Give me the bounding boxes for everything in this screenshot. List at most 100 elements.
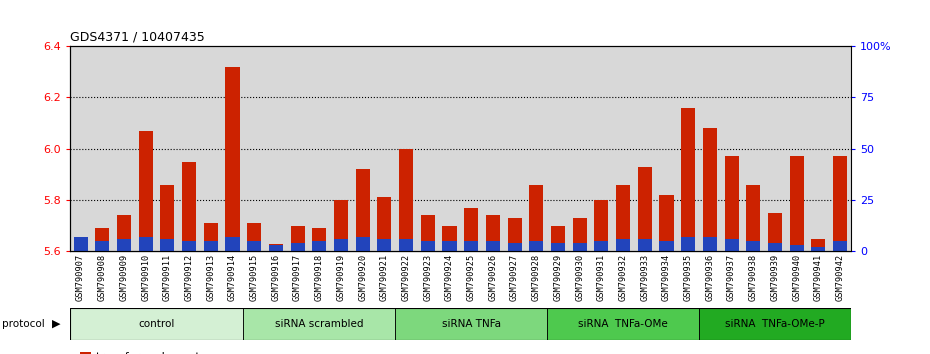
Bar: [659, 241, 673, 251]
Bar: [73, 244, 87, 251]
Text: ▶: ▶: [52, 319, 60, 329]
Bar: [204, 223, 218, 251]
Bar: [790, 245, 804, 251]
Bar: [703, 237, 717, 251]
Bar: [395, 308, 547, 340]
Bar: [443, 241, 457, 251]
Bar: [659, 195, 673, 251]
Text: GSM790936: GSM790936: [705, 254, 714, 301]
Bar: [334, 239, 348, 251]
Bar: [225, 237, 240, 251]
Text: GSM790928: GSM790928: [532, 254, 541, 301]
Bar: [811, 239, 826, 251]
Bar: [551, 225, 565, 251]
Bar: [681, 108, 696, 251]
Text: GSM790920: GSM790920: [358, 254, 367, 301]
Text: GSM790924: GSM790924: [445, 254, 454, 301]
Bar: [355, 169, 370, 251]
Text: GDS4371 / 10407435: GDS4371 / 10407435: [70, 30, 205, 44]
Text: GSM790912: GSM790912: [184, 254, 193, 301]
Bar: [420, 241, 435, 251]
Bar: [244, 308, 395, 340]
Text: GSM790925: GSM790925: [467, 254, 476, 301]
Text: siRNA  TNFa-OMe-P: siRNA TNFa-OMe-P: [725, 319, 825, 329]
Text: GSM790926: GSM790926: [488, 254, 498, 301]
Text: siRNA scrambled: siRNA scrambled: [275, 319, 364, 329]
Bar: [724, 156, 738, 251]
Text: GSM790933: GSM790933: [640, 254, 649, 301]
Text: GSM790940: GSM790940: [792, 254, 802, 301]
Bar: [724, 239, 738, 251]
Text: GSM790931: GSM790931: [597, 254, 606, 301]
Text: GSM790922: GSM790922: [402, 254, 411, 301]
Text: GSM790908: GSM790908: [98, 254, 107, 301]
Text: GSM790939: GSM790939: [770, 254, 779, 301]
Bar: [443, 225, 457, 251]
Bar: [594, 200, 608, 251]
Bar: [160, 239, 175, 251]
Bar: [464, 241, 478, 251]
Text: GSM790907: GSM790907: [76, 254, 86, 301]
Bar: [160, 184, 175, 251]
Bar: [529, 241, 543, 251]
Bar: [247, 223, 261, 251]
Bar: [833, 241, 847, 251]
Text: GSM790916: GSM790916: [272, 254, 281, 301]
Bar: [703, 128, 717, 251]
Text: GSM790938: GSM790938: [749, 254, 758, 301]
Bar: [681, 237, 696, 251]
Bar: [616, 184, 631, 251]
Bar: [355, 237, 370, 251]
Bar: [312, 228, 326, 251]
Bar: [746, 241, 761, 251]
Text: GSM790934: GSM790934: [662, 254, 671, 301]
Bar: [95, 241, 110, 251]
Bar: [290, 243, 305, 251]
Text: GSM790923: GSM790923: [423, 254, 432, 301]
Bar: [464, 208, 478, 251]
Text: control: control: [139, 319, 175, 329]
Bar: [117, 239, 131, 251]
Text: GSM790921: GSM790921: [379, 254, 389, 301]
Text: siRNA  TNFa-OMe: siRNA TNFa-OMe: [578, 319, 668, 329]
Bar: [139, 131, 153, 251]
Bar: [399, 149, 413, 251]
Bar: [312, 241, 326, 251]
Bar: [95, 228, 110, 251]
Text: GSM790919: GSM790919: [337, 254, 346, 301]
Text: GSM790913: GSM790913: [206, 254, 216, 301]
Text: GSM790915: GSM790915: [249, 254, 259, 301]
Bar: [508, 218, 522, 251]
Bar: [182, 161, 196, 251]
Bar: [573, 243, 587, 251]
Bar: [182, 241, 196, 251]
Legend: transformed count, percentile rank within the sample: transformed count, percentile rank withi…: [75, 347, 288, 354]
Bar: [420, 215, 435, 251]
Bar: [269, 244, 283, 251]
Text: GSM790917: GSM790917: [293, 254, 302, 301]
Bar: [247, 241, 261, 251]
Bar: [290, 225, 305, 251]
Bar: [204, 241, 218, 251]
Text: siRNA TNFa: siRNA TNFa: [442, 319, 500, 329]
Bar: [399, 239, 413, 251]
Bar: [746, 184, 761, 251]
Text: GSM790941: GSM790941: [814, 254, 823, 301]
Bar: [508, 243, 522, 251]
Text: GSM790911: GSM790911: [163, 254, 172, 301]
Bar: [594, 241, 608, 251]
Bar: [811, 247, 826, 251]
Bar: [833, 156, 847, 251]
Text: GSM790929: GSM790929: [553, 254, 563, 301]
Bar: [378, 239, 392, 251]
Bar: [790, 156, 804, 251]
Bar: [529, 184, 543, 251]
Text: GSM790935: GSM790935: [684, 254, 693, 301]
Bar: [269, 245, 283, 251]
Text: GSM790927: GSM790927: [510, 254, 519, 301]
Text: GSM790937: GSM790937: [727, 254, 737, 301]
Bar: [616, 239, 631, 251]
Text: GSM790910: GSM790910: [141, 254, 151, 301]
Text: GSM790914: GSM790914: [228, 254, 237, 301]
Text: GSM790918: GSM790918: [314, 254, 324, 301]
